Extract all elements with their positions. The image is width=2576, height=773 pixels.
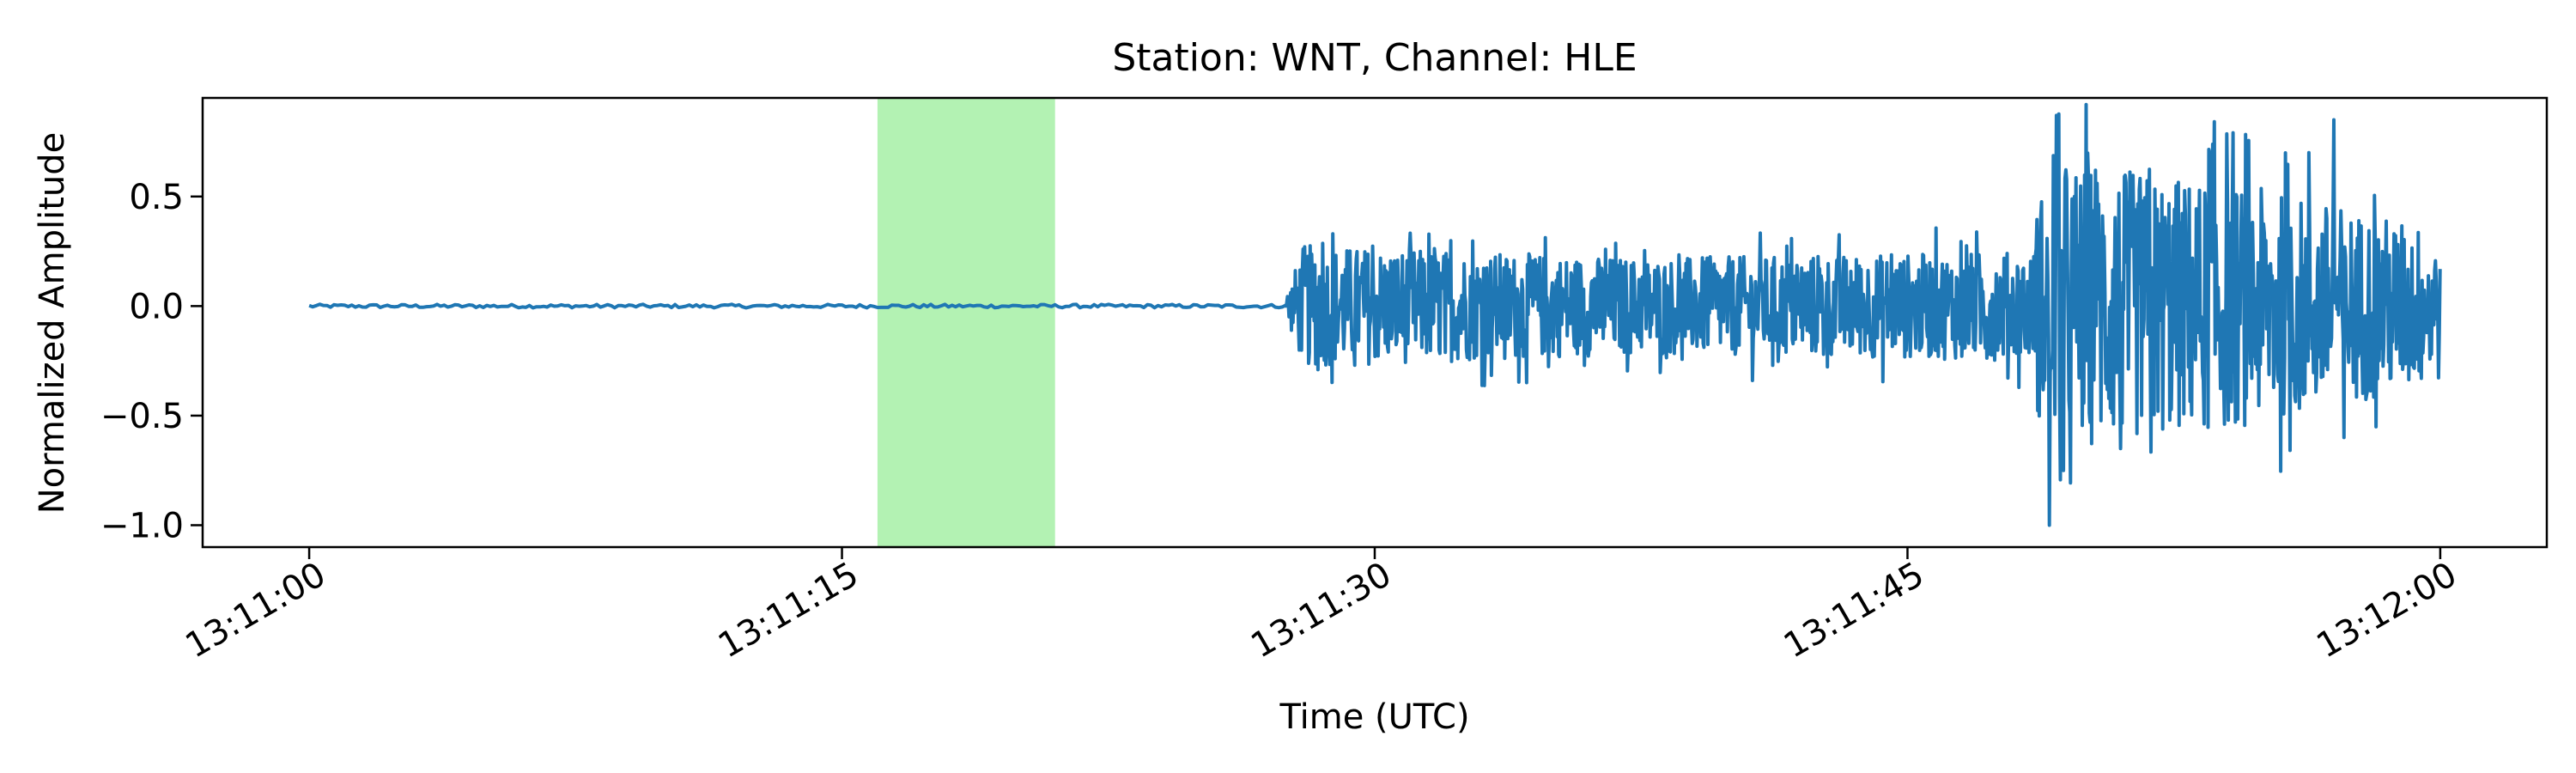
x-tick-label-4: 13:12:00 (2310, 555, 2464, 666)
chart-title: Station: WNT, Channel: HLE (1112, 36, 1637, 80)
y-tick-label-3: −1.0 (100, 506, 184, 545)
x-tick-label-2: 13:11:30 (1244, 555, 1398, 666)
y-tick-label-0: 0.5 (129, 178, 184, 217)
x-tick-label-1: 13:11:15 (712, 555, 866, 666)
y-tick-label-2: −0.5 (100, 397, 184, 436)
series-line-0 (308, 102, 2442, 527)
highlight-span (877, 98, 1055, 547)
x-tick-label-0: 13:11:00 (179, 555, 333, 666)
x-tick-label-3: 13:11:45 (1777, 555, 1931, 666)
y-tick-label-1: 0.0 (129, 287, 184, 326)
x-axis-label: Time (UTC) (1279, 697, 1469, 737)
y-axis-label: Normalized Amplitude (33, 132, 72, 514)
